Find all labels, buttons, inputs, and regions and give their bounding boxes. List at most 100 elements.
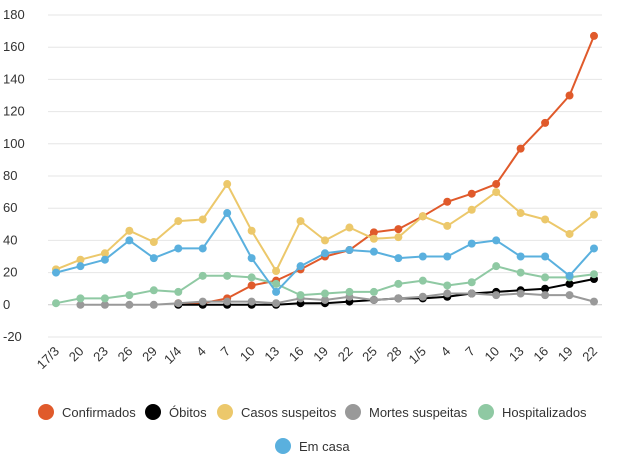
data-point[interactable] <box>565 91 574 100</box>
data-point[interactable] <box>394 233 403 242</box>
data-point[interactable] <box>174 217 183 226</box>
data-point[interactable] <box>394 225 403 234</box>
data-point[interactable] <box>125 236 134 245</box>
data-point[interactable] <box>321 249 329 258</box>
data-point[interactable] <box>467 278 476 287</box>
data-point[interactable] <box>272 279 281 288</box>
data-point[interactable] <box>418 252 427 261</box>
data-point[interactable] <box>369 234 378 243</box>
data-point[interactable] <box>296 291 305 300</box>
data-point[interactable] <box>369 287 378 296</box>
data-point[interactable] <box>394 254 403 263</box>
data-point[interactable] <box>541 273 550 282</box>
data-point[interactable] <box>492 262 501 271</box>
data-point[interactable] <box>516 144 525 153</box>
data-point[interactable] <box>467 205 476 214</box>
data-point[interactable] <box>565 279 574 288</box>
data-point[interactable] <box>174 287 183 296</box>
data-point[interactable] <box>100 249 109 258</box>
data-point[interactable] <box>149 286 158 295</box>
data-point[interactable] <box>369 247 378 256</box>
data-point[interactable] <box>174 299 183 308</box>
data-point[interactable] <box>541 118 550 127</box>
data-point[interactable] <box>247 226 256 235</box>
data-point[interactable] <box>590 210 598 219</box>
data-point[interactable] <box>590 244 598 253</box>
data-point[interactable] <box>541 284 550 293</box>
data-point[interactable] <box>174 244 183 253</box>
data-point[interactable] <box>321 236 329 245</box>
data-point[interactable] <box>223 271 232 280</box>
data-point[interactable] <box>247 254 256 263</box>
data-point[interactable] <box>443 289 452 298</box>
data-point[interactable] <box>76 294 85 303</box>
data-point[interactable] <box>492 291 501 300</box>
data-point[interactable] <box>541 291 550 300</box>
data-point[interactable] <box>443 252 452 261</box>
data-point[interactable] <box>590 31 598 40</box>
legend-item[interactable]: Hospitalizados <box>478 404 587 420</box>
data-point[interactable] <box>223 209 232 218</box>
data-point[interactable] <box>321 295 329 304</box>
data-point[interactable] <box>198 244 207 253</box>
data-point[interactable] <box>492 180 501 189</box>
data-point[interactable] <box>125 226 134 235</box>
data-point[interactable] <box>76 262 85 271</box>
data-point[interactable] <box>272 299 281 308</box>
data-point[interactable] <box>125 291 134 300</box>
data-point[interactable] <box>272 266 281 275</box>
data-point[interactable] <box>76 255 85 264</box>
legend-item[interactable]: Casos suspeitos <box>217 404 337 420</box>
data-point[interactable] <box>345 287 354 296</box>
data-point[interactable] <box>198 297 207 306</box>
data-point[interactable] <box>247 273 256 282</box>
data-point[interactable] <box>418 212 427 221</box>
data-point[interactable] <box>52 268 60 277</box>
data-point[interactable] <box>492 236 501 245</box>
data-point[interactable] <box>516 289 525 298</box>
data-point[interactable] <box>467 189 476 198</box>
data-point[interactable] <box>418 292 427 301</box>
data-point[interactable] <box>272 287 281 296</box>
data-point[interactable] <box>247 281 256 290</box>
data-point[interactable] <box>590 270 598 279</box>
data-point[interactable] <box>369 295 378 304</box>
data-point[interactable] <box>369 228 378 237</box>
data-point[interactable] <box>198 215 207 224</box>
data-point[interactable] <box>467 289 476 298</box>
data-point[interactable] <box>443 221 452 230</box>
legend-item[interactable]: Óbitos <box>145 404 207 420</box>
data-point[interactable] <box>541 252 550 261</box>
data-point[interactable] <box>149 254 158 263</box>
data-point[interactable] <box>100 300 109 309</box>
data-point[interactable] <box>76 300 85 309</box>
data-point[interactable] <box>198 271 207 280</box>
data-point[interactable] <box>345 223 354 232</box>
legend-item[interactable]: Confirmados <box>38 404 136 420</box>
data-point[interactable] <box>247 297 256 306</box>
data-point[interactable] <box>125 300 134 309</box>
data-point[interactable] <box>443 281 452 290</box>
data-point[interactable] <box>149 238 158 247</box>
data-point[interactable] <box>394 294 403 303</box>
data-point[interactable] <box>223 297 232 306</box>
data-point[interactable] <box>394 279 403 288</box>
data-point[interactable] <box>296 262 305 271</box>
data-point[interactable] <box>541 215 550 224</box>
data-point[interactable] <box>492 188 501 197</box>
data-point[interactable] <box>516 252 525 261</box>
data-point[interactable] <box>467 239 476 248</box>
data-point[interactable] <box>516 209 525 218</box>
data-point[interactable] <box>418 276 427 285</box>
data-point[interactable] <box>100 255 109 264</box>
data-point[interactable] <box>223 180 232 189</box>
data-point[interactable] <box>590 297 598 306</box>
data-point[interactable] <box>149 300 158 309</box>
data-point[interactable] <box>516 268 525 277</box>
data-point[interactable] <box>345 246 354 255</box>
data-point[interactable] <box>321 289 329 298</box>
legend-item[interactable]: Em casa <box>275 438 350 454</box>
data-point[interactable] <box>100 294 109 303</box>
data-point[interactable] <box>443 197 452 206</box>
data-point[interactable] <box>296 217 305 226</box>
